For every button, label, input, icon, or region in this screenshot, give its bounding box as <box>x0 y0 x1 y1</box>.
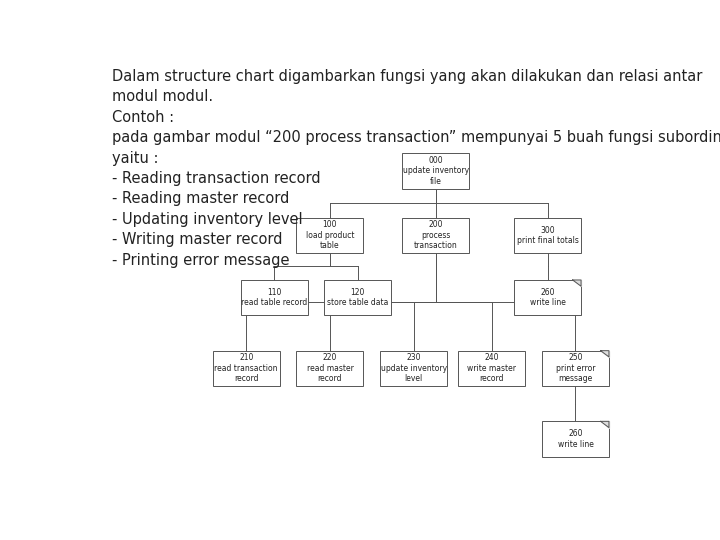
Polygon shape <box>600 350 609 357</box>
Bar <box>514 218 581 253</box>
Bar <box>402 153 469 188</box>
Text: Dalam structure chart digambarkan fungsi yang akan dilakukan dan relasi antar
mo: Dalam structure chart digambarkan fungsi… <box>112 69 720 267</box>
Bar <box>542 350 609 386</box>
Text: 250
print error
message: 250 print error message <box>556 354 595 383</box>
Bar <box>458 350 526 386</box>
Bar <box>402 218 469 253</box>
Text: 110
read table record: 110 read table record <box>241 288 307 307</box>
Bar <box>240 280 307 315</box>
Text: 210
read transaction
record: 210 read transaction record <box>215 354 278 383</box>
Text: 220
read master
record: 220 read master record <box>307 354 354 383</box>
Text: 230
update inventory
level: 230 update inventory level <box>381 354 446 383</box>
Text: 300
print final totals: 300 print final totals <box>517 226 578 245</box>
Bar <box>297 350 364 386</box>
Bar <box>213 350 280 386</box>
Polygon shape <box>572 280 581 286</box>
Bar <box>542 421 609 457</box>
Text: 100
load product
table: 100 load product table <box>306 220 354 250</box>
Polygon shape <box>600 421 609 428</box>
Text: 260
write line: 260 write line <box>557 429 593 449</box>
Bar <box>380 350 447 386</box>
Text: 240
write master
record: 240 write master record <box>467 354 516 383</box>
Text: 120
store table data: 120 store table data <box>327 288 389 307</box>
Text: 000
update inventory
file: 000 update inventory file <box>403 156 469 186</box>
Bar <box>297 218 364 253</box>
Text: 200
process
transaction: 200 process transaction <box>414 220 458 250</box>
Text: 260
write line: 260 write line <box>530 288 565 307</box>
Bar <box>324 280 392 315</box>
Bar <box>514 280 581 315</box>
